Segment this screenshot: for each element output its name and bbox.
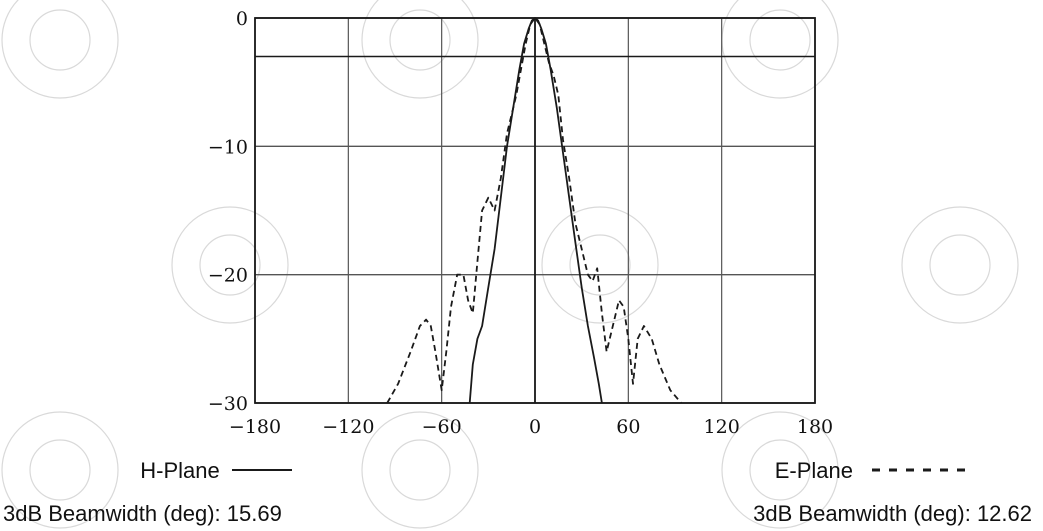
x-tick-label: −120 (322, 416, 374, 438)
x-tick-label: −180 (229, 416, 281, 438)
series-line-e-plane (386, 17, 682, 404)
tick-label-layer: −180 −120 −60 0 60 120 180 0 −10 −20 −30 (208, 8, 833, 438)
legend-h-beamwidth: 3dB Beamwidth (deg): 15.69 (3, 501, 282, 526)
watermark-layer (1, 0, 1019, 529)
watermark-mark-0 (1, 0, 119, 99)
series-line-h-plane (468, 17, 603, 404)
watermark-mark-5 (901, 206, 1019, 324)
watermark-mark-2 (721, 0, 839, 99)
x-tick-label: 60 (616, 416, 640, 438)
y-tick-label: −10 (208, 136, 248, 158)
legend: H-Plane 3dB Beamwidth (deg): 15.69 E-Pla… (3, 458, 1032, 526)
legend-e-beamwidth: 3dB Beamwidth (deg): 12.62 (753, 501, 1032, 526)
grid-layer (254, 17, 816, 404)
legend-h-plane-label: H-Plane (140, 458, 219, 483)
y-tick-label: −30 (208, 393, 248, 415)
x-tick-label: 180 (797, 416, 833, 438)
watermark-mark-3 (171, 206, 289, 324)
y-tick-label: −20 (208, 265, 248, 287)
x-tick-label: −60 (422, 416, 462, 438)
series-layer (386, 17, 682, 404)
x-tick-label: 0 (529, 416, 541, 438)
y-tick-label: 0 (236, 8, 248, 30)
legend-e-plane-label: E-Plane (775, 458, 853, 483)
watermark-mark-1 (361, 0, 479, 99)
watermark-mark-4 (541, 206, 659, 324)
x-tick-label: 120 (704, 416, 740, 438)
watermark-mark-6 (1, 411, 119, 529)
watermark-mark-8 (721, 411, 839, 529)
watermark-mark-7 (361, 411, 479, 529)
